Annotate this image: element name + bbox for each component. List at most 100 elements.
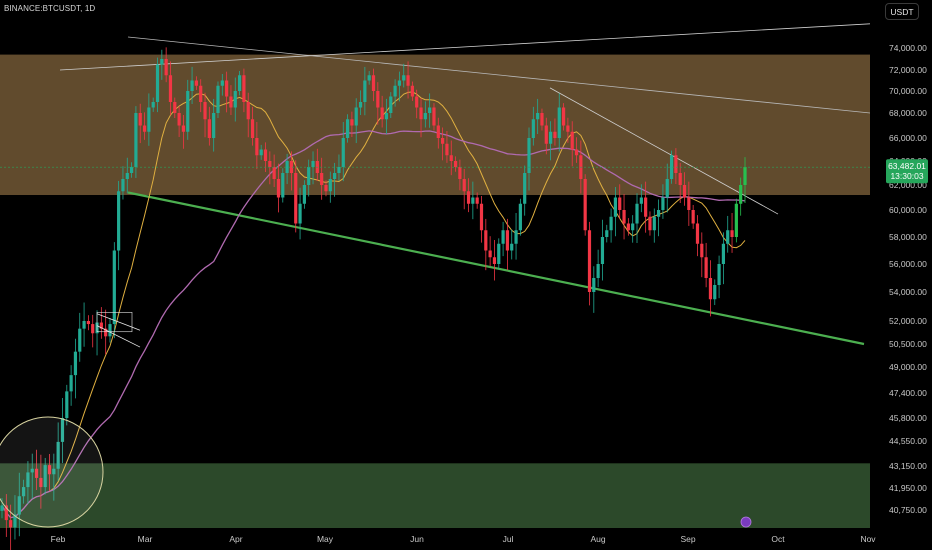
candle	[695, 215, 700, 257]
candle	[648, 211, 652, 236]
candle	[445, 131, 449, 163]
candle-body	[605, 230, 609, 237]
candle	[17, 472, 21, 537]
candle-body	[726, 230, 730, 244]
price-tag-box	[886, 159, 928, 184]
candle	[665, 163, 669, 213]
candle	[505, 218, 510, 271]
candle	[155, 57, 160, 113]
candles-layer	[0, 47, 747, 550]
candle	[549, 121, 553, 161]
candle	[570, 121, 574, 167]
candle-body	[682, 185, 687, 198]
candle-body	[160, 59, 164, 65]
candle	[397, 71, 402, 102]
candle	[393, 79, 397, 107]
time-axis[interactable]: Feb Mar Apr May Jun Jul Aug Sep Oct Nov	[51, 534, 877, 544]
candle-body	[518, 203, 522, 231]
candle-body	[203, 102, 207, 120]
candle	[678, 162, 682, 203]
candle-body	[281, 173, 285, 198]
candle	[415, 89, 419, 119]
candle	[173, 97, 177, 118]
candle-body	[302, 185, 306, 204]
candle-body	[393, 85, 397, 97]
candle	[160, 49, 164, 80]
candle	[553, 118, 557, 146]
candle	[134, 106, 138, 179]
candle-body	[471, 197, 475, 204]
price-tick-label: 43,150.00	[889, 461, 927, 471]
candle-body	[147, 107, 151, 132]
candle-body	[345, 119, 350, 138]
candle-body	[695, 223, 700, 244]
candle-body	[492, 257, 497, 264]
candle	[181, 115, 186, 149]
price-tick-label: 50,500.00	[889, 339, 927, 349]
candle	[367, 71, 371, 85]
price-tick-label: 72,000.00	[889, 65, 927, 75]
candle-body	[488, 250, 492, 258]
currency-button[interactable]: USDT	[885, 3, 919, 20]
candle-body	[423, 113, 427, 120]
candle	[626, 218, 630, 236]
slow-moving-average-line	[1, 130, 746, 519]
candle	[376, 82, 380, 125]
candle-body	[639, 197, 643, 204]
candle	[484, 218, 488, 271]
candle-body	[561, 107, 566, 126]
candle-body	[285, 161, 289, 173]
candle	[268, 151, 272, 185]
candle	[587, 221, 592, 306]
candle	[475, 192, 479, 209]
month-tick-label: Apr	[229, 534, 242, 544]
candle	[242, 68, 246, 113]
price-axis[interactable]: 74,000.00 72,000.00 70,000.00 68,000.00 66,0…	[889, 43, 927, 515]
candle	[311, 151, 315, 185]
month-tick-label: Oct	[771, 534, 785, 544]
candle-body	[99, 322, 103, 329]
candle-body	[713, 285, 717, 300]
candle-body	[324, 185, 328, 192]
candle-body	[104, 328, 108, 337]
candle	[536, 98, 540, 134]
candle	[112, 242, 116, 339]
candle	[501, 221, 505, 257]
candle	[721, 232, 726, 285]
candle	[73, 338, 78, 399]
candle	[639, 184, 643, 213]
candle-body	[436, 125, 440, 138]
candle	[276, 163, 281, 213]
candle	[479, 196, 484, 243]
candle-body	[229, 96, 233, 108]
candle	[341, 122, 345, 182]
candle-body	[505, 230, 510, 251]
candle-body	[138, 113, 142, 126]
month-tick-label: Feb	[51, 534, 66, 544]
ascending-upper-trendline	[59, 23, 871, 71]
candle-body	[242, 75, 246, 102]
candle-body	[190, 80, 194, 91]
candle-body	[708, 278, 713, 300]
candle	[43, 457, 47, 495]
candle-body	[194, 80, 198, 86]
candle-body	[669, 155, 674, 179]
candle-body	[730, 230, 734, 237]
candle-body	[553, 131, 557, 138]
candle-body	[155, 64, 160, 102]
candle-body	[397, 80, 402, 86]
candle	[164, 47, 168, 83]
candle-body	[661, 197, 665, 210]
zones-layer	[0, 54, 870, 528]
current-price-text: 63,482.01	[888, 161, 926, 171]
candle	[34, 449, 39, 491]
candle-body	[78, 328, 82, 352]
candle-body	[600, 237, 605, 264]
price-tick-label: 58,000.00	[889, 232, 927, 242]
candle	[510, 229, 514, 260]
candle-body	[177, 113, 181, 126]
candle-body	[207, 119, 211, 138]
candle-body	[216, 85, 220, 113]
candle	[142, 112, 147, 140]
